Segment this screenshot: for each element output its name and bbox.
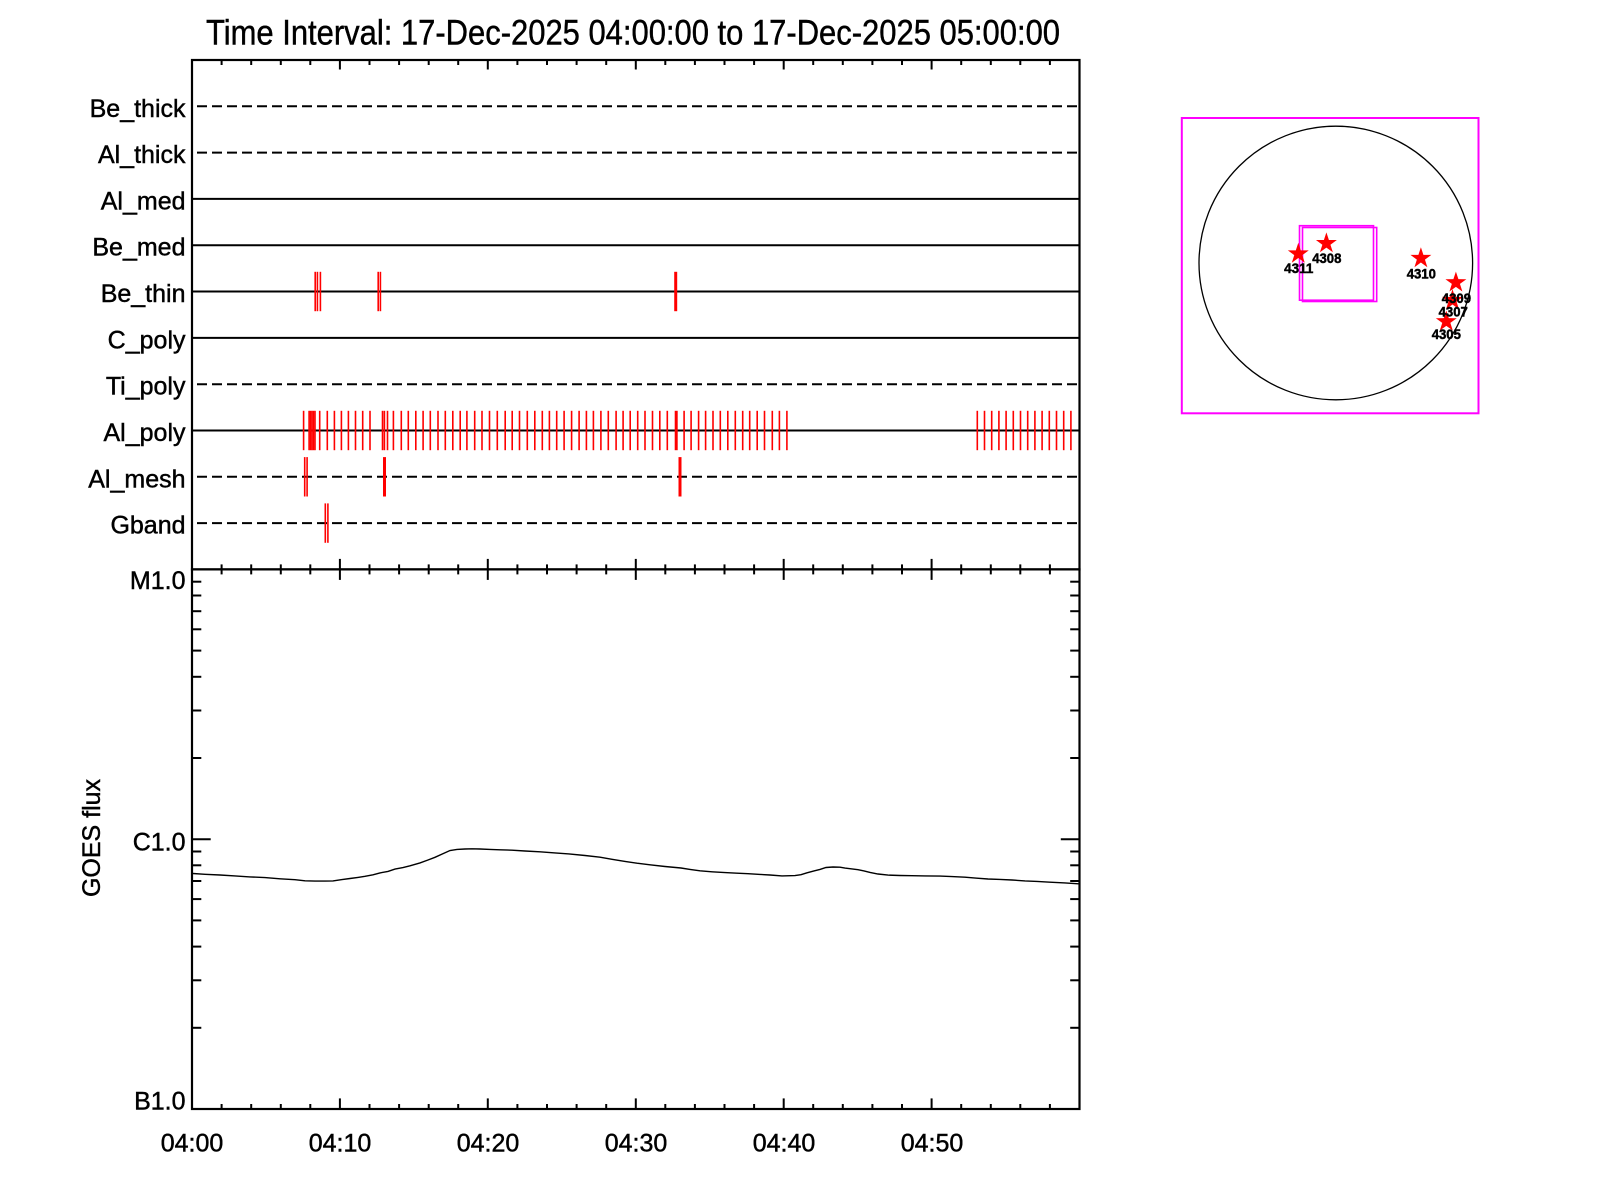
svg-text:GOES flux: GOES flux — [78, 778, 106, 897]
svg-text:Al_mesh: Al_mesh — [88, 465, 185, 493]
svg-text:B1.0: B1.0 — [134, 1087, 185, 1115]
svg-text:C1.0: C1.0 — [133, 829, 186, 857]
svg-text:Time Interval: 17-Dec-2025 04:: Time Interval: 17-Dec-2025 04:00:00 to 1… — [206, 14, 1060, 53]
svg-text:Gband: Gband — [110, 512, 185, 540]
svg-text:Be_thick: Be_thick — [90, 95, 186, 123]
svg-text:4309: 4309 — [1442, 291, 1471, 306]
svg-text:04:10: 04:10 — [309, 1129, 372, 1157]
svg-text:C_poly: C_poly — [108, 326, 186, 354]
svg-text:04:20: 04:20 — [457, 1129, 520, 1157]
svg-text:4308: 4308 — [1312, 251, 1342, 266]
svg-text:04:40: 04:40 — [753, 1129, 816, 1157]
svg-text:M1.0: M1.0 — [130, 567, 186, 595]
svg-text:Al_thick: Al_thick — [98, 141, 186, 169]
svg-text:04:00: 04:00 — [161, 1129, 224, 1157]
svg-text:Al_poly: Al_poly — [104, 419, 186, 447]
svg-text:Be_thin: Be_thin — [101, 280, 186, 308]
svg-text:4311: 4311 — [1284, 261, 1314, 276]
svg-text:Be_med: Be_med — [92, 234, 185, 262]
svg-text:Ti_poly: Ti_poly — [106, 373, 186, 401]
svg-text:04:30: 04:30 — [605, 1129, 668, 1157]
svg-text:4305: 4305 — [1432, 327, 1462, 342]
svg-text:4310: 4310 — [1407, 267, 1436, 282]
svg-text:4307: 4307 — [1439, 305, 1468, 320]
svg-text:Al_med: Al_med — [101, 187, 186, 215]
svg-text:04:50: 04:50 — [901, 1129, 964, 1157]
